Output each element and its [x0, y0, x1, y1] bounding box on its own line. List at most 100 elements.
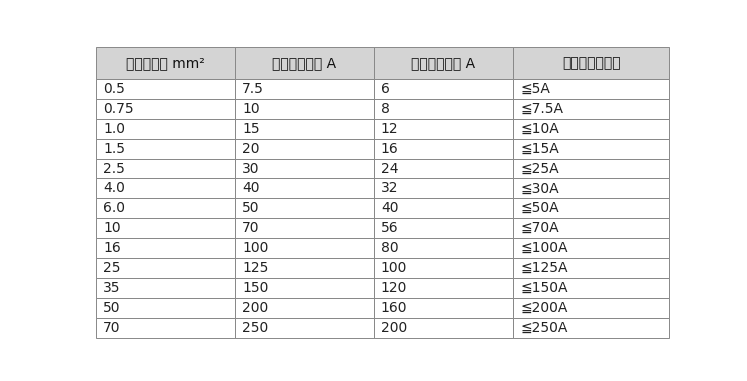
Bar — [235, 258, 374, 278]
Text: 6.0: 6.0 — [103, 201, 125, 215]
Bar — [513, 119, 669, 139]
Bar — [513, 139, 669, 158]
Bar — [513, 47, 669, 79]
Bar — [235, 139, 374, 158]
Bar — [96, 99, 235, 119]
Text: 1.5: 1.5 — [103, 142, 125, 156]
Bar — [513, 79, 669, 99]
Bar — [374, 278, 513, 298]
Text: 250: 250 — [242, 321, 268, 335]
Text: 0.5: 0.5 — [103, 82, 125, 96]
Text: ≦50A: ≦50A — [521, 201, 560, 215]
Bar — [96, 47, 235, 79]
Bar — [374, 218, 513, 238]
Text: 70: 70 — [103, 321, 121, 335]
Text: 200: 200 — [242, 301, 268, 315]
Text: ≦250A: ≦250A — [521, 321, 568, 335]
Bar — [235, 99, 374, 119]
Text: ≦150A: ≦150A — [521, 281, 568, 295]
Text: ≦7.5A: ≦7.5A — [521, 102, 564, 116]
Bar — [513, 318, 669, 338]
Bar — [374, 318, 513, 338]
Text: 40: 40 — [242, 181, 259, 195]
Text: ≦15A: ≦15A — [521, 142, 560, 156]
Text: ≦25A: ≦25A — [521, 162, 560, 176]
Text: 1.0: 1.0 — [103, 122, 125, 136]
Text: ≦5A: ≦5A — [521, 82, 551, 96]
Bar — [513, 99, 669, 119]
Bar — [96, 199, 235, 218]
Bar — [374, 199, 513, 218]
Text: ≦125A: ≦125A — [521, 261, 568, 275]
Text: 8: 8 — [381, 102, 390, 116]
Text: 80: 80 — [381, 241, 399, 255]
Text: 保险片规格匹配: 保险片规格匹配 — [562, 56, 621, 70]
Text: 16: 16 — [103, 241, 121, 255]
Text: 50: 50 — [242, 201, 259, 215]
Text: 150: 150 — [242, 281, 268, 295]
Bar — [374, 47, 513, 79]
Text: 120: 120 — [381, 281, 407, 295]
Text: 70: 70 — [242, 221, 259, 235]
Bar — [235, 298, 374, 318]
Bar — [374, 119, 513, 139]
Bar — [96, 238, 235, 258]
Bar — [235, 199, 374, 218]
Text: 0.75: 0.75 — [103, 102, 134, 116]
Bar — [235, 158, 374, 178]
Bar — [96, 119, 235, 139]
Bar — [513, 218, 669, 238]
Bar — [374, 99, 513, 119]
Bar — [513, 258, 669, 278]
Text: 35: 35 — [103, 281, 121, 295]
Bar — [513, 199, 669, 218]
Text: 40: 40 — [381, 201, 398, 215]
Text: 100: 100 — [242, 241, 268, 255]
Text: ≦30A: ≦30A — [521, 181, 560, 195]
Bar — [513, 278, 669, 298]
Bar — [96, 258, 235, 278]
Bar — [235, 238, 374, 258]
Bar — [374, 158, 513, 178]
Bar — [235, 318, 374, 338]
Bar — [374, 238, 513, 258]
Bar — [96, 218, 235, 238]
Bar — [235, 218, 374, 238]
Text: 导线截面积 mm²: 导线截面积 mm² — [126, 56, 205, 70]
Bar — [96, 79, 235, 99]
Bar — [374, 139, 513, 158]
Text: ≦70A: ≦70A — [521, 221, 560, 235]
Text: ≦200A: ≦200A — [521, 301, 568, 315]
Text: 2.5: 2.5 — [103, 162, 125, 176]
Bar — [96, 318, 235, 338]
Bar — [96, 298, 235, 318]
Bar — [513, 238, 669, 258]
Text: 7.5: 7.5 — [242, 82, 264, 96]
Text: 20: 20 — [242, 142, 259, 156]
Text: 额定安全电流 A: 额定安全电流 A — [273, 56, 337, 70]
Text: 100: 100 — [381, 261, 407, 275]
Text: 16: 16 — [381, 142, 399, 156]
Text: 125: 125 — [242, 261, 268, 275]
Bar — [513, 298, 669, 318]
Text: 160: 160 — [381, 301, 407, 315]
Text: ≦100A: ≦100A — [521, 241, 568, 255]
Bar — [374, 298, 513, 318]
Bar — [374, 178, 513, 199]
Bar — [235, 79, 374, 99]
Bar — [513, 158, 669, 178]
Bar — [96, 139, 235, 158]
Bar — [96, 278, 235, 298]
Text: 10: 10 — [103, 221, 121, 235]
Text: 安全持续电流 A: 安全持续电流 A — [412, 56, 475, 70]
Text: 6: 6 — [381, 82, 390, 96]
Text: ≦10A: ≦10A — [521, 122, 560, 136]
Bar — [513, 178, 669, 199]
Bar — [235, 47, 374, 79]
Bar — [235, 119, 374, 139]
Text: 15: 15 — [242, 122, 260, 136]
Text: 24: 24 — [381, 162, 398, 176]
Bar — [96, 178, 235, 199]
Text: 50: 50 — [103, 301, 121, 315]
Text: 56: 56 — [381, 221, 399, 235]
